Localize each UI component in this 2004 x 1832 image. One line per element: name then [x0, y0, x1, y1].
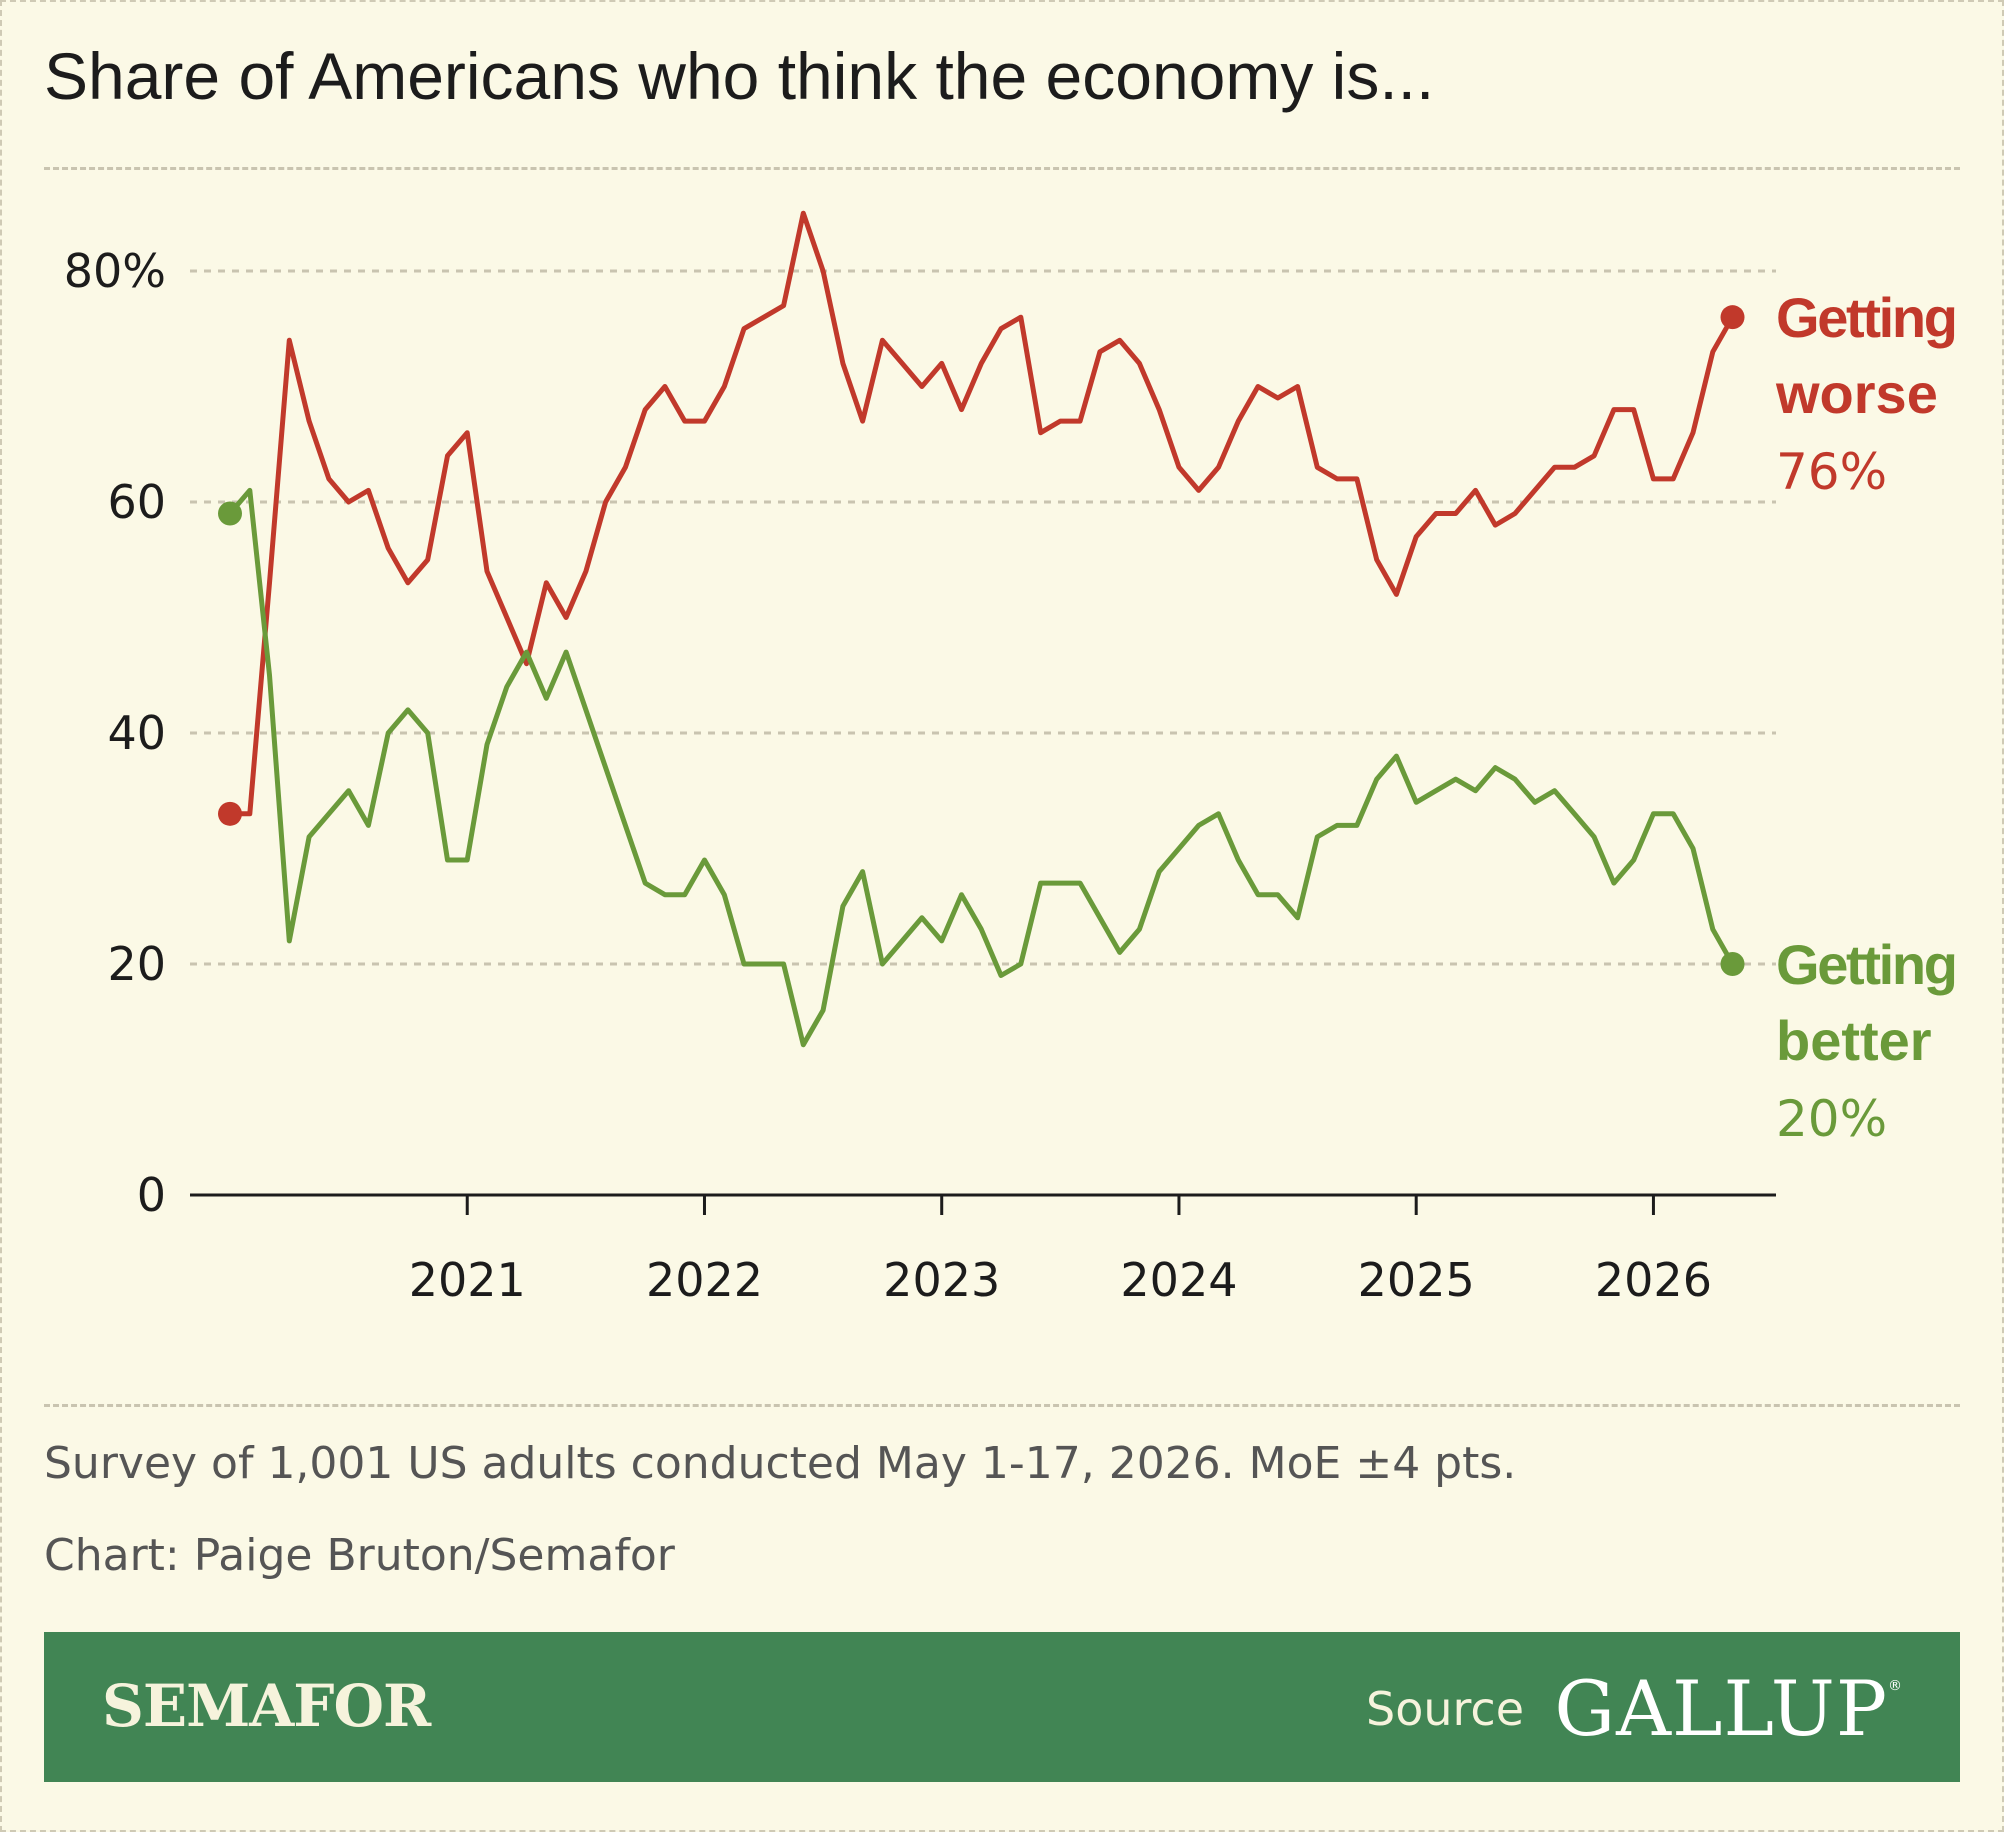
registered-mark-icon: ®	[1888, 1678, 1902, 1694]
series-label-getting-better-2: better	[1776, 1009, 1932, 1072]
series-line-getting-better	[227, 487, 1735, 1048]
y-tick-label-40: 40	[107, 706, 166, 760]
series-label-getting-better-1: Getting	[1776, 933, 1958, 996]
y-tick-label-80: 80%	[64, 244, 166, 298]
series-label-getting-worse-2: worse	[1775, 362, 1938, 425]
chart-title: Share of Americans who think the economy…	[44, 39, 1435, 113]
source-label: Source	[1366, 1682, 1524, 1736]
start-point-getting-worse	[218, 801, 242, 826]
footer-bar: SEMAFOR Source GALLUP ®	[44, 1632, 1960, 1782]
line-chart: 0 20 40 60 80% 2021 2022 2023 2024 2025 2026 Gettin…	[64, 210, 1958, 1307]
y-tick-label-0: 0	[137, 1168, 166, 1222]
gallup-logo: GALLUP	[1554, 1664, 1888, 1753]
y-tick-label-20: 20	[107, 937, 166, 991]
x-tick-label-2023: 2023	[883, 1253, 1000, 1307]
series-label-getting-worse-1: Getting	[1776, 286, 1958, 349]
series-value-label-getting-better: 20%	[1776, 1090, 1887, 1148]
notes-divider	[44, 1404, 1960, 1407]
x-tick-label-2026: 2026	[1595, 1253, 1712, 1307]
survey-note: Survey of 1,001 US adults conducted May …	[44, 1438, 1517, 1489]
title-divider	[44, 167, 1960, 170]
x-tick-label-2025: 2025	[1358, 1253, 1475, 1307]
start-point-getting-better	[218, 501, 242, 526]
end-point-getting-better	[1720, 951, 1745, 976]
x-tick-label-2022: 2022	[646, 1253, 763, 1307]
end-point-getting-worse	[1720, 305, 1745, 330]
x-tick-label-2021: 2021	[409, 1253, 526, 1307]
y-tick-label-60: 60	[107, 475, 166, 529]
chart-credit: Chart: Paige Bruton/Semafor	[44, 1530, 675, 1581]
x-tick-label-2024: 2024	[1120, 1253, 1237, 1307]
semafor-logo: SEMAFOR	[102, 1672, 431, 1740]
series-value-label-getting-worse: 76%	[1776, 443, 1887, 501]
series-line-getting-worse	[227, 210, 1735, 817]
